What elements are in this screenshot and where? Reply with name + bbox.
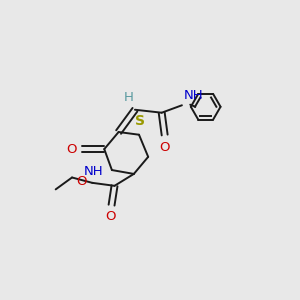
Text: O: O (66, 142, 76, 156)
Text: NH: NH (84, 165, 104, 178)
Text: O: O (105, 211, 115, 224)
Text: O: O (159, 141, 170, 154)
Text: O: O (76, 175, 87, 188)
Text: NH: NH (183, 89, 203, 102)
Text: H: H (124, 92, 134, 104)
Text: S: S (136, 114, 146, 128)
